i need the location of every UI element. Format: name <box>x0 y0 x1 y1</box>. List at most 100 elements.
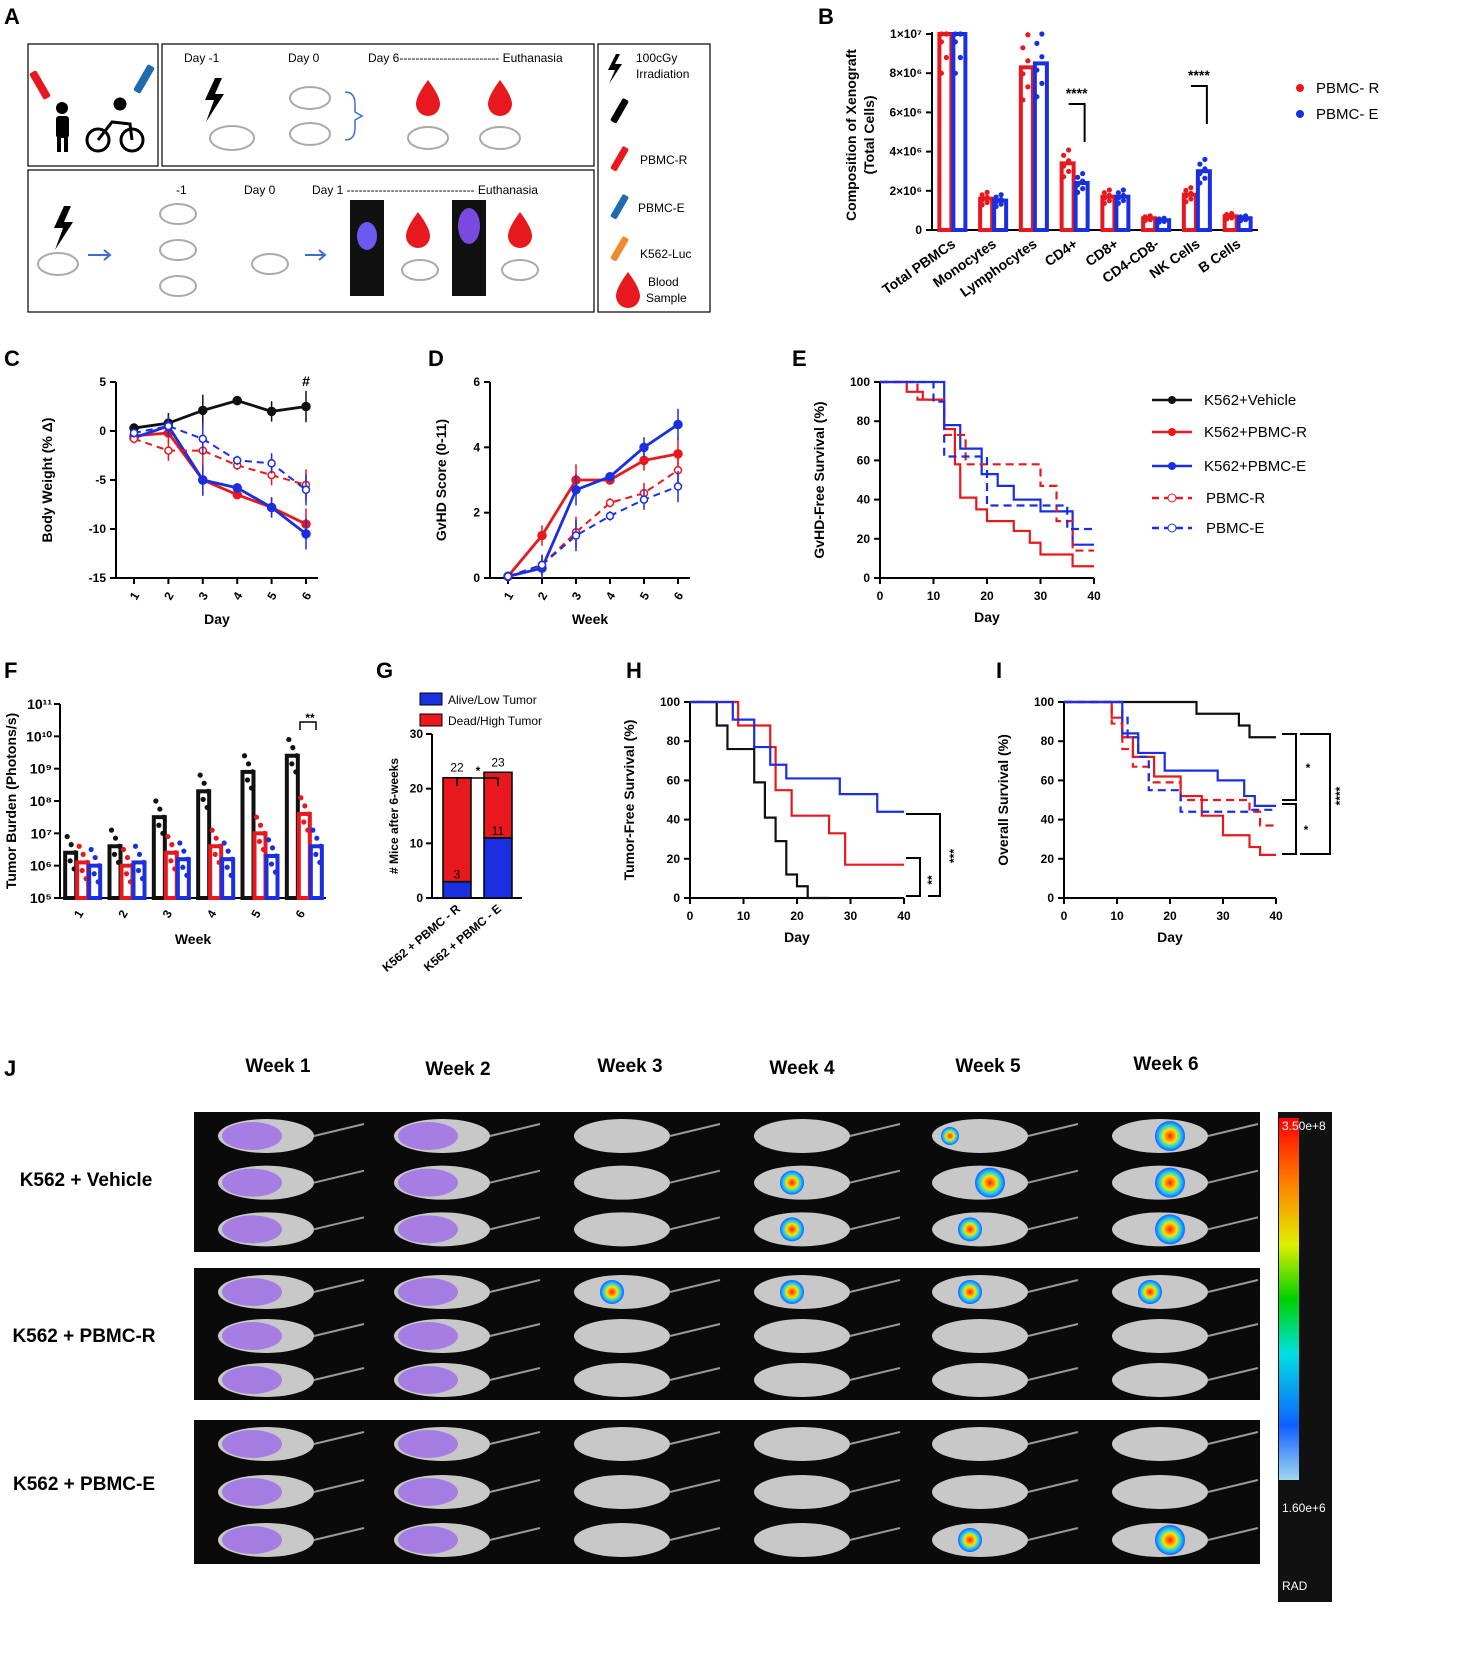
scale-max: 3.50e+8 <box>1282 1119 1326 1133</box>
legend-sample: Sample <box>646 291 687 305</box>
bli-hotspot <box>975 1167 1005 1198</box>
mouse-tail <box>489 1367 541 1381</box>
b-data-point <box>1101 190 1107 196</box>
f-data-point <box>169 842 175 848</box>
mouse-body <box>574 1319 670 1353</box>
mouse-body <box>754 1523 850 1557</box>
mouse-tail <box>1027 1323 1079 1337</box>
blood-drop-icon <box>508 212 532 248</box>
mouse-tail <box>1027 1527 1079 1541</box>
week-label-3: Week 3 <box>597 1056 662 1077</box>
f-data-point <box>161 814 167 820</box>
bli-hotspot <box>1155 1167 1185 1198</box>
data-point <box>129 428 139 438</box>
f-xtick-label: 2 <box>115 907 131 920</box>
g-bar-alive <box>483 837 513 899</box>
xtick-label: 4 <box>603 589 619 602</box>
f-bar <box>151 815 167 901</box>
g-bar-alive <box>442 880 472 899</box>
ytick-label: 40 <box>667 813 681 827</box>
series-line <box>133 399 307 430</box>
b-data-point <box>993 203 999 210</box>
b-data-point <box>1066 147 1072 153</box>
f-data-point <box>228 872 234 878</box>
f-data-point <box>173 850 179 856</box>
xtick-label: 3 <box>569 589 585 602</box>
f-data-point <box>217 843 223 849</box>
f-data-point <box>201 780 207 786</box>
f-data-point <box>200 796 206 802</box>
survival-curve <box>690 700 830 900</box>
bli-hotspot <box>780 1170 804 1195</box>
ytick-label: 6 <box>473 375 480 389</box>
ytick-label: 40 <box>1041 813 1055 827</box>
data-point <box>301 401 311 412</box>
week-label-6: Week 6 <box>1133 1054 1198 1075</box>
data-point <box>232 483 242 493</box>
mouse-tail <box>849 1367 901 1381</box>
mouse-body <box>1112 1427 1208 1461</box>
b-ytick-label: 0 <box>915 223 922 237</box>
data-point <box>605 511 615 521</box>
ytick-label: -10 <box>89 522 107 536</box>
b-data-point <box>1156 216 1162 222</box>
panel-d-chart: D 0 2 4 6 1 2 3 4 5 6 Week GvHD Score (0-11) <box>428 346 690 627</box>
mouse-tail <box>489 1479 541 1493</box>
f-data-point <box>314 835 320 841</box>
b-data-point <box>979 202 985 208</box>
h-sig-label: *** <box>947 849 961 863</box>
b-data-point <box>1115 190 1121 196</box>
survival-curve <box>1064 700 1276 807</box>
mouse-tail <box>1207 1169 1259 1184</box>
f-data-point <box>290 745 296 751</box>
xtick-label: 1 <box>127 589 143 602</box>
b-data-point <box>1197 161 1203 167</box>
ytick-label: 0 <box>673 891 680 905</box>
b-data-point <box>979 192 985 198</box>
series-line <box>133 425 307 491</box>
f-data-point <box>140 859 147 866</box>
f-data-point <box>135 867 142 874</box>
xtick-label: 30 <box>1034 589 1048 603</box>
legend-blood: Blood <box>648 275 679 289</box>
mouse-tail <box>669 1367 721 1381</box>
f-data-point <box>180 864 186 870</box>
tumor-protocol-box <box>27 169 595 313</box>
ylabel: Body Weight (% Δ) <box>39 418 55 543</box>
mouse-body <box>574 1475 670 1509</box>
b-data-point <box>1025 32 1031 38</box>
syringe-icon <box>133 64 155 94</box>
data-point <box>571 531 581 540</box>
series-line <box>133 424 307 536</box>
bli-signal <box>222 1366 282 1394</box>
bli-signal <box>222 1278 282 1306</box>
mouse-tail <box>313 1216 365 1231</box>
data-point <box>198 434 208 444</box>
b-legend-marker-e <box>1296 110 1304 118</box>
b-data-point <box>998 201 1004 207</box>
f-data-point <box>209 827 215 833</box>
f-data-point <box>306 811 312 817</box>
bli-signal <box>458 208 480 244</box>
xtick-label: 4 <box>230 589 246 602</box>
legend-irradiation: Irradiation <box>636 67 689 81</box>
f-bar <box>175 857 191 901</box>
arrow <box>88 249 112 261</box>
panel-a: A Day -1 Day 0 Day 6--------------------… <box>4 4 711 313</box>
mouse-body <box>574 1119 670 1153</box>
f-data-point <box>168 858 174 864</box>
mouse-body <box>754 1475 850 1509</box>
bottom-day-0: Day 0 <box>244 183 276 197</box>
xtick-label: 5 <box>637 589 653 602</box>
f-data-point <box>302 803 308 809</box>
b-data-point <box>1120 198 1126 204</box>
cycling-donor-icon <box>85 97 145 153</box>
b-legend-r: PBMC- R <box>1316 80 1380 97</box>
mouse-body <box>754 1363 850 1397</box>
series-line <box>507 469 679 578</box>
legend-k562-luc: K562-Luc <box>640 247 691 261</box>
panel-f-chart: F 10⁵ 10⁶ 10⁷ 10⁸ 10⁹ 10¹⁰ 10¹¹ Tumor Burden (P… <box>3 658 326 947</box>
b-data-point <box>1034 94 1040 100</box>
mouse-tail <box>1027 1367 1079 1381</box>
f-data-point <box>294 753 300 759</box>
